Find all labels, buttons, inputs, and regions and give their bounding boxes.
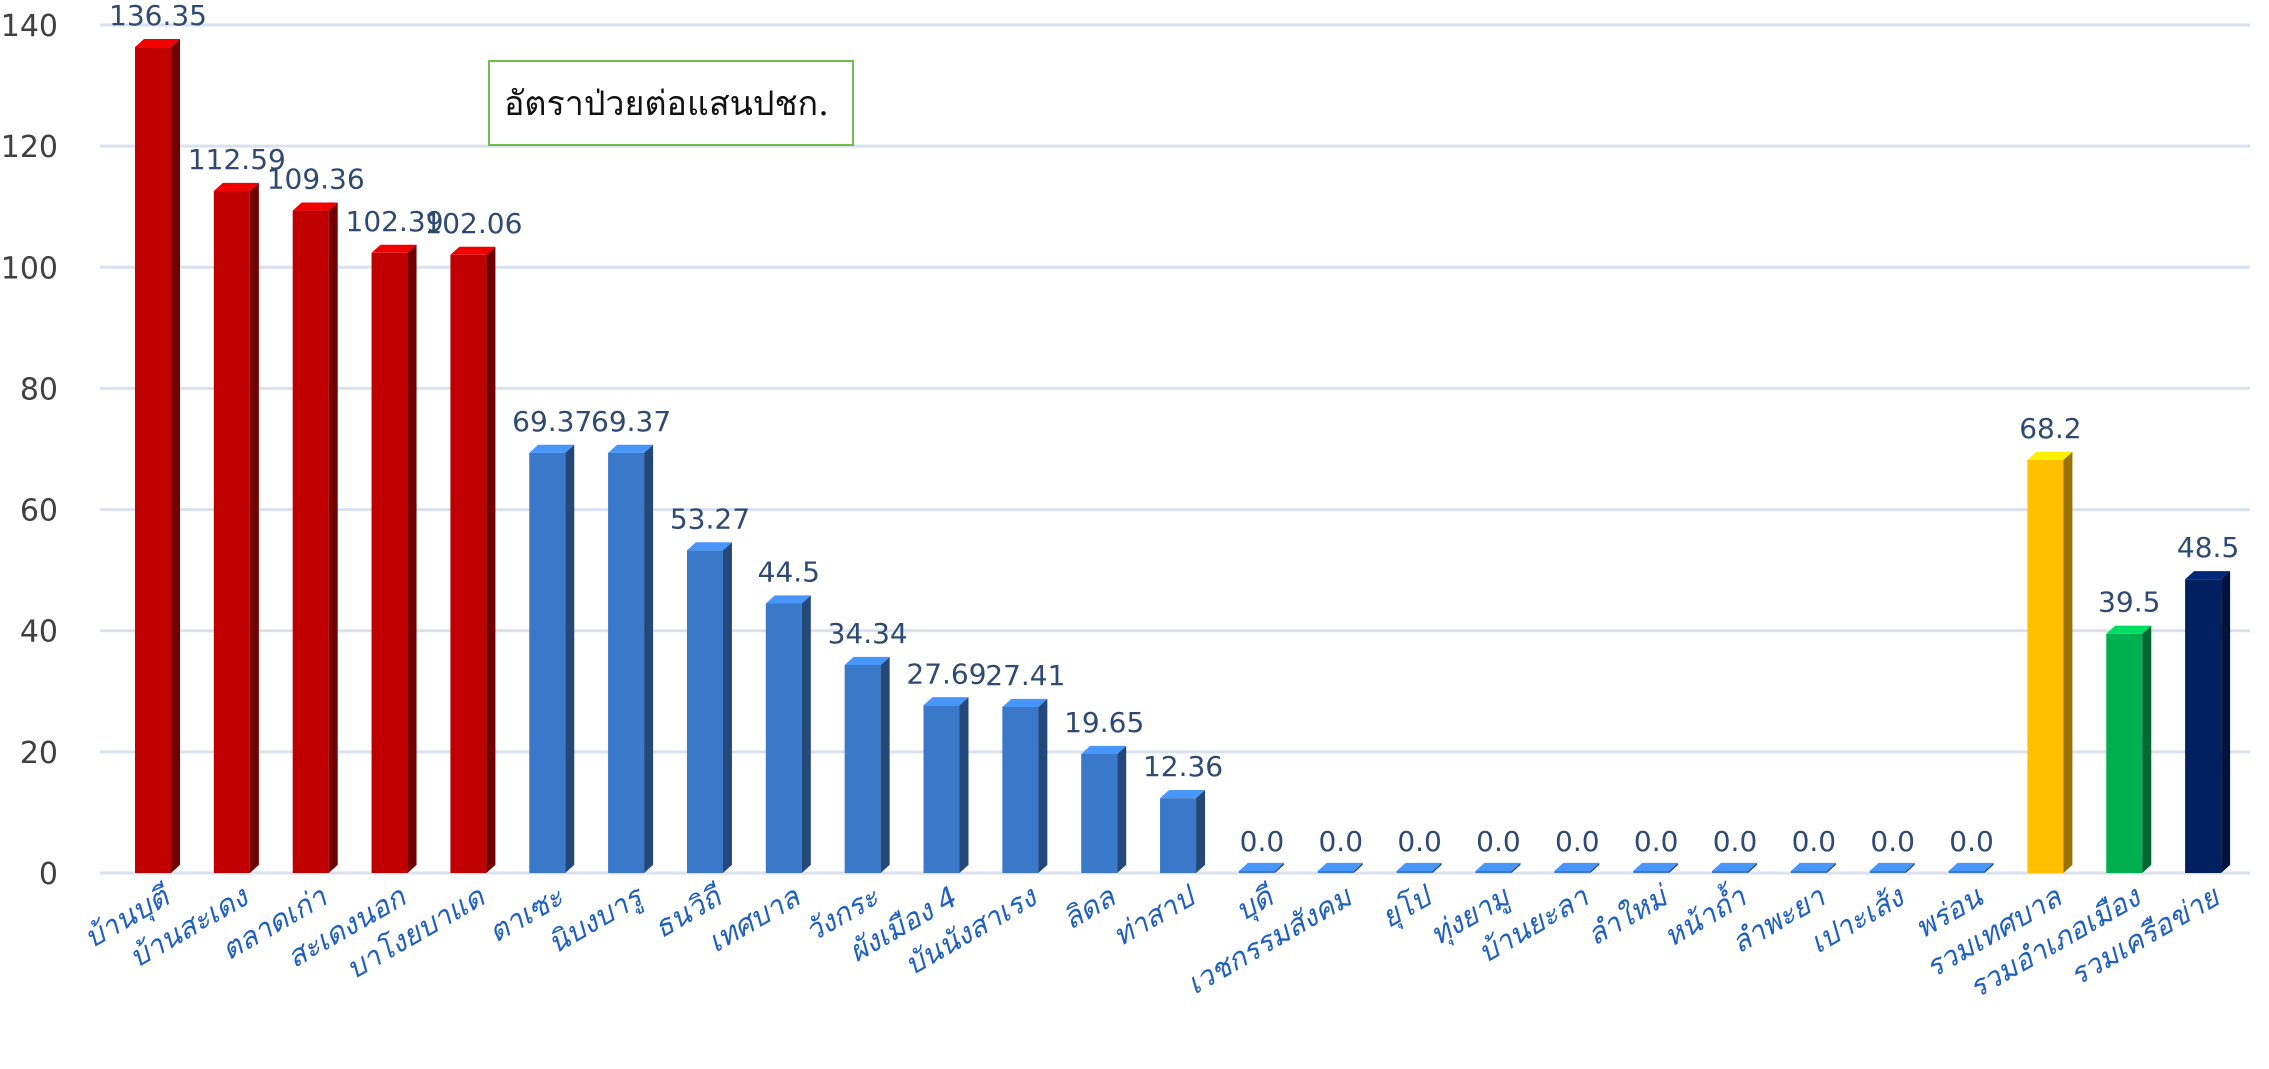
data-label: 48.5 xyxy=(2177,531,2239,564)
data-label: 68.2 xyxy=(2019,412,2081,445)
data-label: 12.36 xyxy=(1143,750,1223,783)
category-label: เปาะเส้ง xyxy=(1804,879,1911,960)
bar xyxy=(2106,625,2152,873)
bar xyxy=(1948,862,1994,873)
data-label: 53.27 xyxy=(670,502,750,535)
data-label: 102.39 xyxy=(346,205,444,238)
data-label: 0.0 xyxy=(1634,825,1679,858)
bar xyxy=(2027,451,2073,873)
bar xyxy=(1317,862,1363,873)
bar xyxy=(2185,571,2231,873)
bar xyxy=(292,202,338,874)
y-tick-label: 80 xyxy=(20,372,58,407)
y-tick-label: 100 xyxy=(1,251,58,286)
y-tick-label: 140 xyxy=(1,9,58,44)
data-label: 27.69 xyxy=(906,657,986,690)
bar xyxy=(1396,862,1442,873)
bar xyxy=(1002,698,1048,873)
bar xyxy=(923,697,969,873)
category-labels: บ้านบุตีบ้านสะเดงตลาดเก่าสะเดงนอกบาโงยบา… xyxy=(78,875,2226,1005)
bar xyxy=(1712,862,1757,873)
bars xyxy=(135,39,2231,874)
data-label: 39.5 xyxy=(2098,586,2160,619)
data-label: 69.37 xyxy=(591,405,671,438)
y-axis-ticks: 0 20 40 60 80 100 120 140 xyxy=(1,9,58,892)
grid-layer xyxy=(100,23,2250,875)
bar xyxy=(765,595,811,873)
bar xyxy=(529,444,575,873)
y-tick-label: 0 xyxy=(39,857,58,892)
category-label: ท่าสาป xyxy=(1107,878,1203,953)
data-label: 0.0 xyxy=(1870,825,1915,858)
category-label: เทศบาล xyxy=(702,879,807,959)
y-tick-label: 120 xyxy=(1,130,58,165)
bar xyxy=(1554,862,1600,873)
data-label: 19.65 xyxy=(1064,706,1144,739)
data-label: 0.0 xyxy=(1949,825,1994,858)
bar xyxy=(686,542,732,873)
category-label: ลำใหม่ xyxy=(1581,878,1676,953)
data-label: 0.0 xyxy=(1240,825,1285,858)
bar xyxy=(1475,862,1521,873)
bar xyxy=(1790,862,1836,873)
data-label: 27.41 xyxy=(985,659,1065,692)
data-label: 102.06 xyxy=(424,207,522,240)
bar xyxy=(608,444,654,873)
data-label: 0.0 xyxy=(1713,825,1758,858)
bar xyxy=(844,656,890,873)
bar xyxy=(1238,862,1284,873)
y-tick-label: 20 xyxy=(20,736,58,771)
data-label: 136.35 xyxy=(109,0,207,32)
data-label: 69.37 xyxy=(512,405,592,438)
data-label: 112.59 xyxy=(188,143,286,176)
bar xyxy=(135,39,180,874)
bar xyxy=(1081,745,1127,873)
rate-annotation-text: อัตราป่วยต่อแสนปชก. xyxy=(504,84,829,124)
rate-annotation-box: อัตราป่วยต่อแสนปชก. xyxy=(488,60,854,146)
bar xyxy=(1160,790,1206,873)
data-label: 109.36 xyxy=(267,163,365,196)
bar xyxy=(371,244,417,874)
y-tick-label: 40 xyxy=(20,615,58,650)
bar xyxy=(450,246,496,874)
category-label: นิบงบารู xyxy=(542,878,651,961)
data-label: 44.5 xyxy=(758,555,820,588)
bar xyxy=(1633,862,1679,873)
bar xyxy=(213,182,259,874)
data-label: 0.0 xyxy=(1555,825,1600,858)
data-label: 0.0 xyxy=(1792,825,1837,858)
data-label: 0.0 xyxy=(1318,825,1363,858)
bar xyxy=(1869,862,1915,873)
data-label: 0.0 xyxy=(1397,825,1442,858)
y-tick-label: 60 xyxy=(20,494,58,529)
data-label: 0.0 xyxy=(1476,825,1521,858)
data-label: 34.34 xyxy=(828,617,908,650)
